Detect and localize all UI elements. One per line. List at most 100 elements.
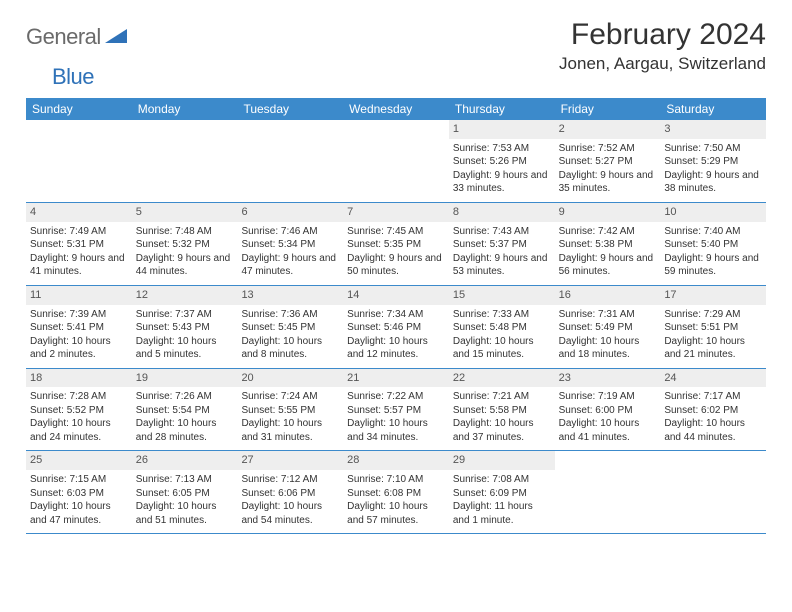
daylight-line: Daylight: 10 hours and 2 minutes.	[30, 335, 128, 362]
day-number: 2	[555, 120, 661, 139]
daylight-line: Daylight: 10 hours and 21 minutes.	[664, 335, 762, 362]
daylight-line: Daylight: 9 hours and 38 minutes.	[664, 169, 762, 196]
sunset-line: Sunset: 5:52 PM	[30, 404, 128, 418]
week-row: 1Sunrise: 7:53 AMSunset: 5:26 PMDaylight…	[26, 120, 766, 203]
day-cell: 6Sunrise: 7:46 AMSunset: 5:34 PMDaylight…	[237, 203, 343, 285]
daylight-line: Daylight: 9 hours and 35 minutes.	[559, 169, 657, 196]
sunset-line: Sunset: 5:49 PM	[559, 321, 657, 335]
logo-triangle-icon	[105, 27, 127, 48]
sunset-line: Sunset: 5:41 PM	[30, 321, 128, 335]
day-cell: 23Sunrise: 7:19 AMSunset: 6:00 PMDayligh…	[555, 369, 661, 451]
day-number: 3	[660, 120, 766, 139]
sunrise-line: Sunrise: 7:39 AM	[30, 308, 128, 322]
sunset-line: Sunset: 6:05 PM	[136, 487, 234, 501]
sunrise-line: Sunrise: 7:33 AM	[453, 308, 551, 322]
day-header: Saturday	[660, 98, 766, 120]
sunrise-line: Sunrise: 7:37 AM	[136, 308, 234, 322]
day-cell	[343, 120, 449, 202]
day-cell: 20Sunrise: 7:24 AMSunset: 5:55 PMDayligh…	[237, 369, 343, 451]
day-number: 7	[343, 203, 449, 222]
page-title: February 2024	[559, 18, 766, 52]
title-block: February 2024 Jonen, Aargau, Switzerland	[559, 18, 766, 74]
sunrise-line: Sunrise: 7:40 AM	[664, 225, 762, 239]
day-number: 10	[660, 203, 766, 222]
sunset-line: Sunset: 5:34 PM	[241, 238, 339, 252]
daylight-line: Daylight: 10 hours and 37 minutes.	[453, 417, 551, 444]
day-number: 12	[132, 286, 238, 305]
sunset-line: Sunset: 6:09 PM	[453, 487, 551, 501]
sunset-line: Sunset: 5:29 PM	[664, 155, 762, 169]
sunrise-line: Sunrise: 7:29 AM	[664, 308, 762, 322]
daylight-line: Daylight: 10 hours and 41 minutes.	[559, 417, 657, 444]
daylight-line: Daylight: 9 hours and 41 minutes.	[30, 252, 128, 279]
logo: General	[26, 18, 127, 50]
day-number: 8	[449, 203, 555, 222]
sunset-line: Sunset: 5:57 PM	[347, 404, 445, 418]
day-cell	[132, 120, 238, 202]
daylight-line: Daylight: 10 hours and 15 minutes.	[453, 335, 551, 362]
sunrise-line: Sunrise: 7:10 AM	[347, 473, 445, 487]
sunrise-line: Sunrise: 7:52 AM	[559, 142, 657, 156]
sunset-line: Sunset: 5:38 PM	[559, 238, 657, 252]
day-cell: 3Sunrise: 7:50 AMSunset: 5:29 PMDaylight…	[660, 120, 766, 202]
day-header: Sunday	[26, 98, 132, 120]
sunrise-line: Sunrise: 7:19 AM	[559, 390, 657, 404]
day-number: 13	[237, 286, 343, 305]
day-number: 5	[132, 203, 238, 222]
day-number: 23	[555, 369, 661, 388]
sunrise-line: Sunrise: 7:46 AM	[241, 225, 339, 239]
sunset-line: Sunset: 5:26 PM	[453, 155, 551, 169]
sunrise-line: Sunrise: 7:45 AM	[347, 225, 445, 239]
day-number: 9	[555, 203, 661, 222]
day-cell: 4Sunrise: 7:49 AMSunset: 5:31 PMDaylight…	[26, 203, 132, 285]
sunset-line: Sunset: 5:58 PM	[453, 404, 551, 418]
day-cell: 16Sunrise: 7:31 AMSunset: 5:49 PMDayligh…	[555, 286, 661, 368]
sunset-line: Sunset: 5:32 PM	[136, 238, 234, 252]
day-cell: 7Sunrise: 7:45 AMSunset: 5:35 PMDaylight…	[343, 203, 449, 285]
sunset-line: Sunset: 5:48 PM	[453, 321, 551, 335]
day-cell: 11Sunrise: 7:39 AMSunset: 5:41 PMDayligh…	[26, 286, 132, 368]
daylight-line: Daylight: 10 hours and 51 minutes.	[136, 500, 234, 527]
sunset-line: Sunset: 5:31 PM	[30, 238, 128, 252]
logo-text-general: General	[26, 24, 101, 50]
sunset-line: Sunset: 6:08 PM	[347, 487, 445, 501]
day-number: 4	[26, 203, 132, 222]
day-cell: 15 Sunrise: 7:33 AMSunset: 5:48 PMDayligh…	[449, 286, 555, 368]
daylight-line: Daylight: 10 hours and 47 minutes.	[30, 500, 128, 527]
sunset-line: Sunset: 6:06 PM	[241, 487, 339, 501]
sunrise-line: Sunrise: 7:34 AM	[347, 308, 445, 322]
day-cell: 10Sunrise: 7:40 AMSunset: 5:40 PMDayligh…	[660, 203, 766, 285]
location-label: Jonen, Aargau, Switzerland	[559, 54, 766, 74]
day-header: Friday	[555, 98, 661, 120]
sunrise-line: Sunrise: 7:42 AM	[559, 225, 657, 239]
sunset-line: Sunset: 5:46 PM	[347, 321, 445, 335]
sunrise-line: Sunrise: 7:24 AM	[241, 390, 339, 404]
daylight-line: Daylight: 9 hours and 33 minutes.	[453, 169, 551, 196]
daylight-line: Daylight: 10 hours and 5 minutes.	[136, 335, 234, 362]
day-number: 15	[449, 286, 555, 305]
sunrise-line: Sunrise: 7:26 AM	[136, 390, 234, 404]
daylight-line: Daylight: 10 hours and 31 minutes.	[241, 417, 339, 444]
day-cell: 18Sunrise: 7:28 AMSunset: 5:52 PMDayligh…	[26, 369, 132, 451]
sunrise-line: Sunrise: 7:21 AM	[453, 390, 551, 404]
week-row: 4Sunrise: 7:49 AMSunset: 5:31 PMDaylight…	[26, 203, 766, 286]
daylight-line: Daylight: 10 hours and 18 minutes.	[559, 335, 657, 362]
day-cell: 8Sunrise: 7:43 AMSunset: 5:37 PMDaylight…	[449, 203, 555, 285]
sunrise-line: Sunrise: 7:28 AM	[30, 390, 128, 404]
day-number: 19	[132, 369, 238, 388]
sunrise-line: Sunrise: 7:36 AM	[241, 308, 339, 322]
day-cell: 26Sunrise: 7:13 AMSunset: 6:05 PMDayligh…	[132, 451, 238, 533]
sunrise-line: Sunrise: 7:17 AM	[664, 390, 762, 404]
day-number: 14	[343, 286, 449, 305]
day-number: 28	[343, 451, 449, 470]
sunset-line: Sunset: 5:51 PM	[664, 321, 762, 335]
day-cell: 27Sunrise: 7:12 AMSunset: 6:06 PMDayligh…	[237, 451, 343, 533]
day-cell	[237, 120, 343, 202]
daylight-line: Daylight: 10 hours and 8 minutes.	[241, 335, 339, 362]
sunrise-line: Sunrise: 7:13 AM	[136, 473, 234, 487]
day-number: 18	[26, 369, 132, 388]
week-row: 18 Sunrise: 7:28 AMSunset: 5:52 PM Dayligh…	[26, 369, 766, 452]
day-number: 16	[555, 286, 661, 305]
day-cell: 1Sunrise: 7:53 AMSunset: 5:26 PMDaylight…	[449, 120, 555, 202]
day-number: 21	[343, 369, 449, 388]
